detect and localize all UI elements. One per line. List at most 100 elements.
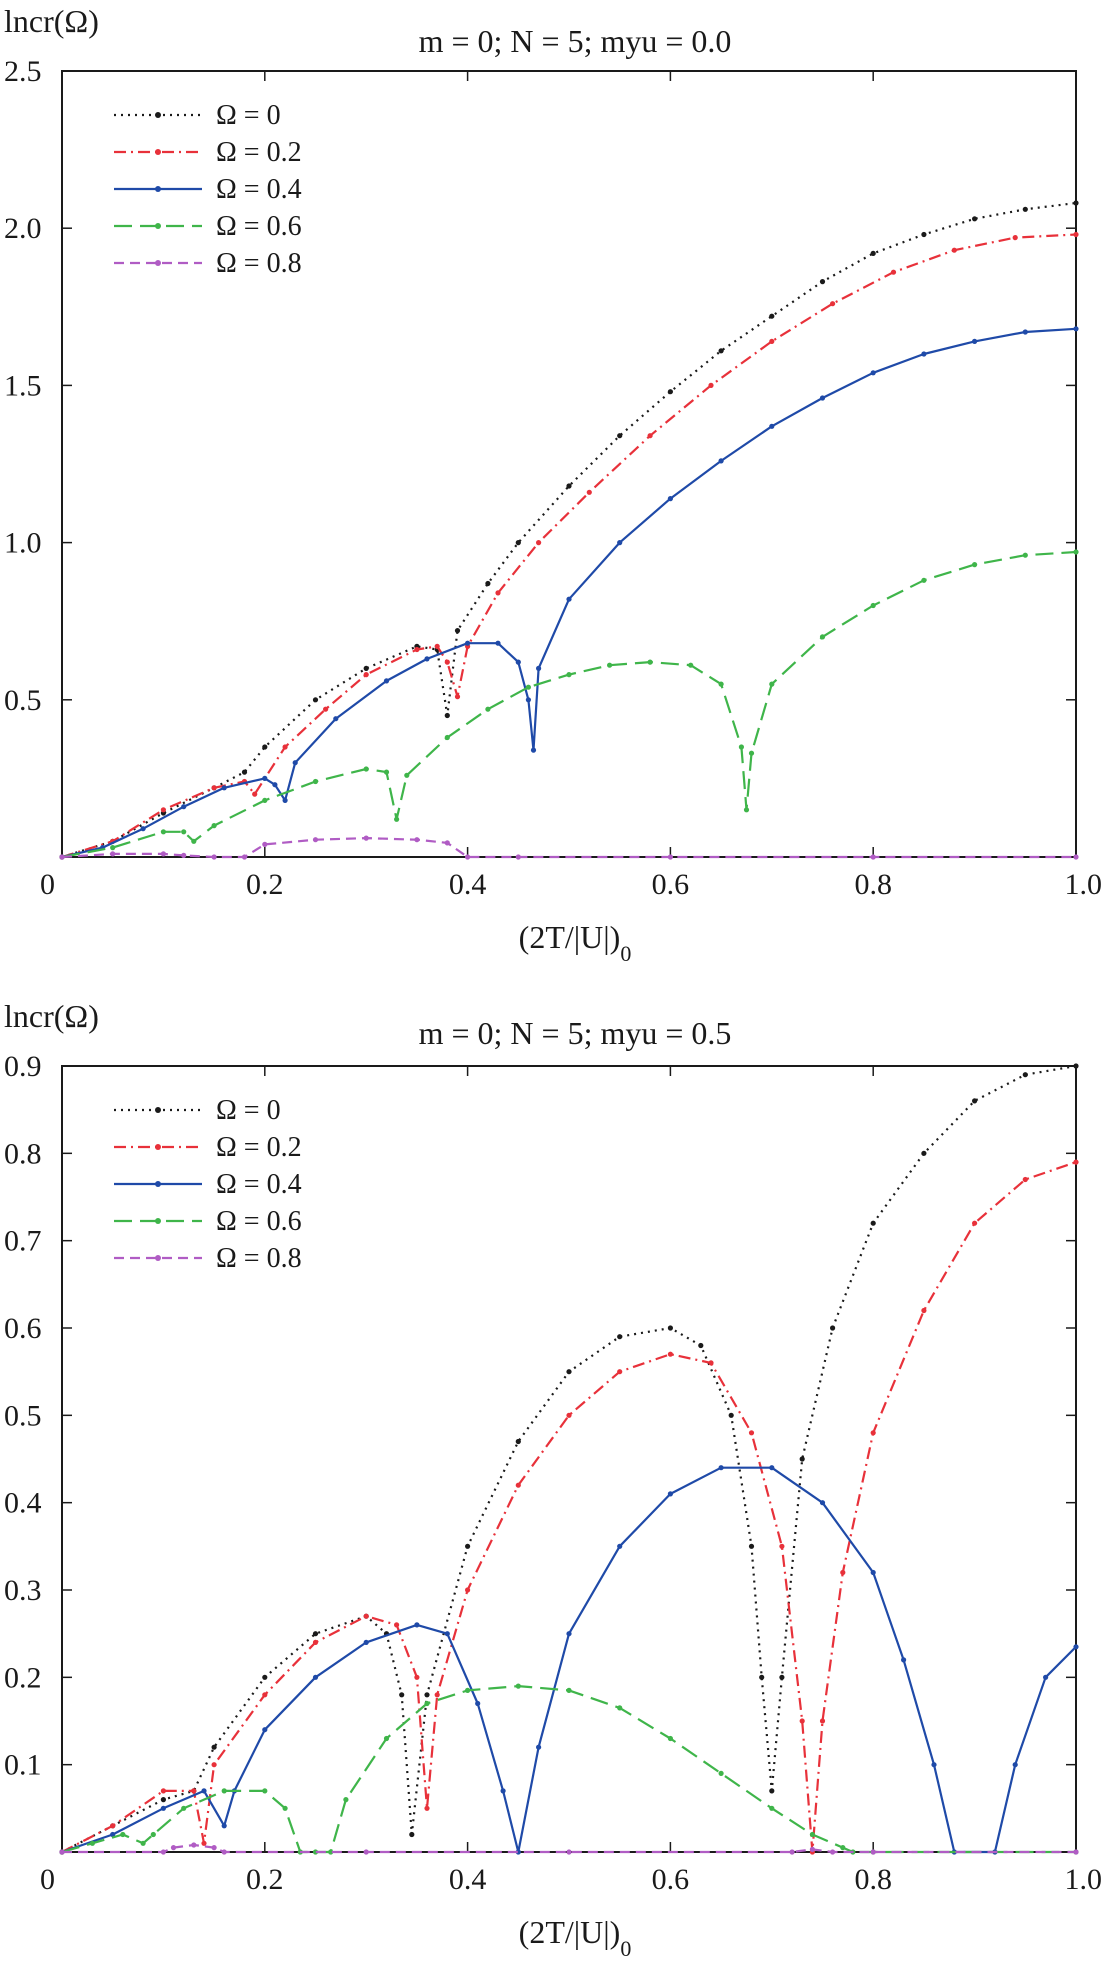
series-0p4-point bbox=[667, 1491, 674, 1497]
series-0p6-point bbox=[312, 778, 319, 785]
series-0p6-point bbox=[191, 838, 197, 844]
y-tick-label: 0.1 bbox=[4, 1749, 42, 1782]
series-0p6-point bbox=[363, 766, 369, 772]
series-0p2-point bbox=[830, 301, 836, 307]
series-0p4-point bbox=[769, 423, 775, 429]
x-tick-label: 1.0 bbox=[1065, 868, 1103, 901]
legend-0p6-label: Ω = 0.6 bbox=[216, 211, 302, 242]
series-0-point bbox=[1073, 200, 1079, 206]
series-0p6-point bbox=[465, 1687, 471, 1693]
series-0p4-point bbox=[110, 1831, 116, 1838]
series-0p4-point bbox=[500, 1788, 506, 1794]
series-0p8-point bbox=[809, 1846, 816, 1852]
series-0p4-point bbox=[363, 1639, 369, 1645]
series-0p2-point bbox=[160, 807, 166, 813]
series-0-point bbox=[769, 1788, 775, 1794]
series-0p2-point bbox=[211, 1762, 217, 1768]
series-0-point bbox=[211, 1744, 217, 1750]
xlabel-top: (2T/|U|)0 bbox=[519, 919, 632, 966]
series-0p4-point bbox=[465, 640, 471, 646]
series-0p4-point bbox=[530, 747, 537, 753]
series-0p4-point bbox=[718, 458, 724, 464]
series-0p2-point bbox=[1073, 1159, 1079, 1165]
series-0p8-point bbox=[160, 851, 166, 857]
series-0p2-point bbox=[819, 1718, 826, 1724]
series-0p4-point bbox=[566, 1631, 572, 1637]
series-0p8-point bbox=[566, 1849, 572, 1855]
series-0p4-point bbox=[667, 496, 674, 502]
series-0p4-point bbox=[201, 1788, 207, 1794]
series-0p8-point bbox=[515, 854, 521, 860]
series-0-point bbox=[262, 744, 268, 750]
legend-0p2-label: Ω = 0.2 bbox=[216, 137, 302, 168]
series-0-point bbox=[241, 769, 248, 775]
series-0p4-point bbox=[566, 596, 572, 602]
plot-area-top bbox=[61, 70, 1077, 858]
series-0p4-point bbox=[515, 1849, 521, 1855]
x-tick-label: 0.8 bbox=[854, 1863, 892, 1896]
series-0p4-line bbox=[61, 327, 1077, 859]
x-tick-label: 0.4 bbox=[449, 868, 487, 901]
series-0p6-point bbox=[688, 662, 694, 668]
series-0p8-point bbox=[363, 835, 369, 841]
y-tick-label: 0.5 bbox=[4, 684, 42, 717]
series-0p2-point bbox=[890, 269, 897, 275]
panel-top: lncr(Ω) m = 0; N = 5; myu = 0.0 0.5 1.0 1.… bbox=[4, 3, 1102, 966]
series-0p4-point bbox=[536, 665, 542, 672]
series-0p4-point bbox=[617, 1543, 623, 1549]
series-0p8-point bbox=[59, 854, 65, 860]
series-0p2-point bbox=[799, 1718, 805, 1724]
series-0p2-point bbox=[424, 1805, 430, 1811]
y-tick-label: 1.5 bbox=[4, 369, 42, 402]
series-0p6-point bbox=[743, 807, 750, 813]
series-0p2-point bbox=[414, 1674, 420, 1680]
series-0p4-point bbox=[870, 370, 876, 376]
series-0p6-point bbox=[566, 672, 572, 678]
x-tick-label: 0 bbox=[40, 1863, 55, 1896]
legend-0-marker bbox=[155, 112, 161, 118]
series-0p2-point bbox=[434, 1692, 440, 1698]
series-0-point bbox=[566, 1369, 572, 1375]
series-0p8-point bbox=[312, 837, 319, 843]
series-0p8-point bbox=[444, 840, 450, 846]
series-0-point bbox=[1073, 1063, 1079, 1069]
series-0-point bbox=[617, 1334, 623, 1340]
series-0-point bbox=[312, 697, 319, 703]
series-0p6-point bbox=[809, 1831, 816, 1838]
series-0p6-line bbox=[61, 550, 1077, 859]
series-0p2-point bbox=[708, 382, 714, 388]
series-0p2-point bbox=[160, 1788, 166, 1794]
legend-0p2-marker bbox=[155, 149, 161, 155]
series-0p4-point bbox=[769, 1465, 775, 1471]
series-0p8-point bbox=[262, 841, 268, 848]
legend-0p6-label: Ω = 0.6 bbox=[216, 1206, 302, 1237]
series-0p6-point bbox=[110, 845, 116, 851]
series-0p4-point bbox=[931, 1762, 937, 1768]
series-group-top bbox=[59, 200, 1079, 860]
series-0p2-point bbox=[779, 1543, 785, 1549]
series-0-point bbox=[409, 1831, 415, 1838]
series-0p8-point bbox=[1073, 1849, 1079, 1855]
series-0p4-point bbox=[444, 1631, 450, 1637]
series-0p6-point bbox=[647, 659, 653, 665]
legend-0p4-marker bbox=[155, 1181, 161, 1187]
series-0p2-line bbox=[61, 233, 1077, 859]
series-0-point bbox=[799, 1456, 805, 1462]
series-0p8-point bbox=[170, 1845, 177, 1851]
series-0p4-point bbox=[901, 1657, 907, 1663]
series-0p2-point bbox=[870, 1430, 876, 1436]
x-tick-label: 0.4 bbox=[449, 1863, 487, 1896]
series-0p4-point bbox=[495, 640, 501, 646]
series-0p6-point bbox=[444, 734, 450, 741]
series-0p2-point bbox=[454, 694, 461, 700]
series-0p6-point bbox=[515, 1683, 521, 1689]
legend-0p6-marker bbox=[155, 223, 161, 229]
y-tick-label: 2.0 bbox=[4, 212, 42, 245]
x-tick-label: 1.0 bbox=[1065, 1863, 1103, 1896]
series-0-point bbox=[1022, 206, 1028, 212]
series-0p6-point bbox=[424, 1700, 430, 1707]
series-0p6-point bbox=[566, 1687, 572, 1693]
legend-bottom: Ω = 0 Ω = 0.2 Ω = 0.4 Ω = 0.6 Ω = 0.8 bbox=[114, 1095, 302, 1274]
series-0p6-point bbox=[262, 1788, 268, 1794]
legend-0-label: Ω = 0 bbox=[216, 100, 281, 131]
